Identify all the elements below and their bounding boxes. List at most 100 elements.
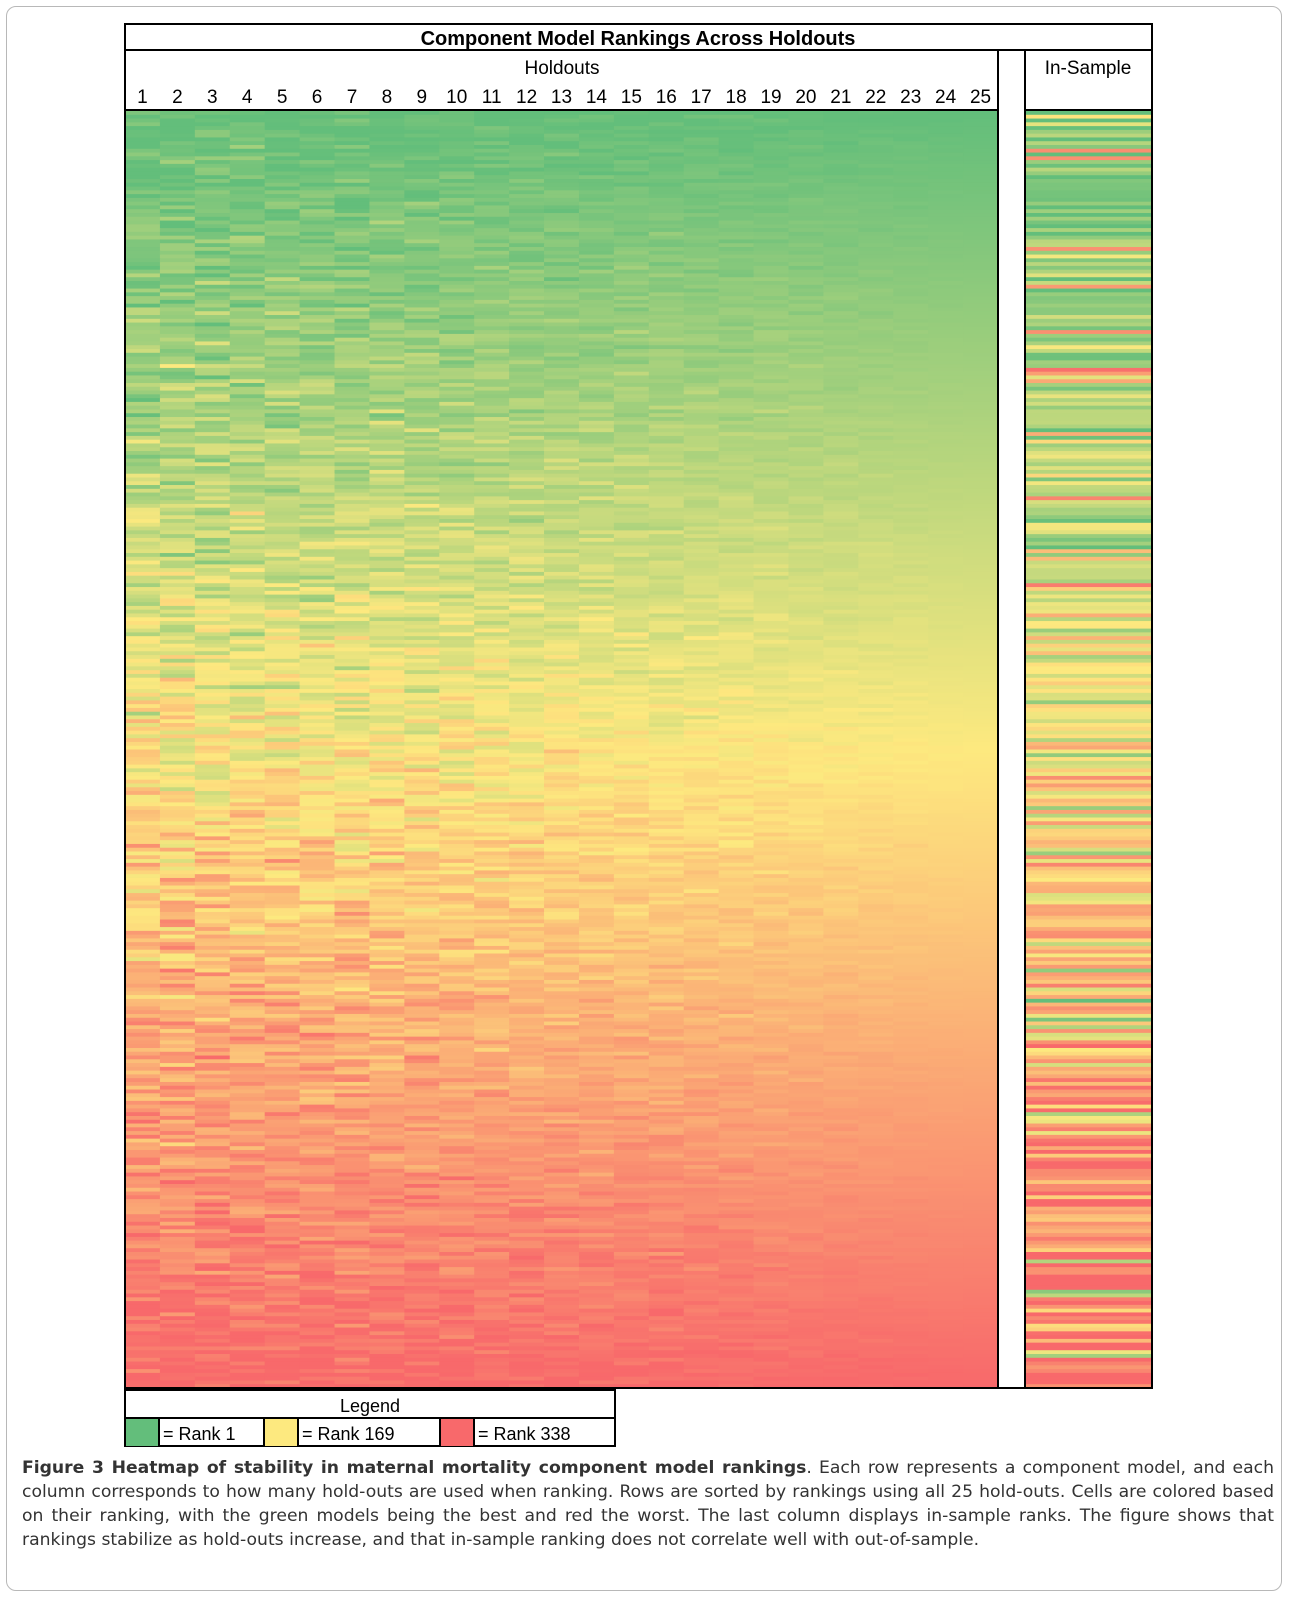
heatmap-cell <box>963 424 999 429</box>
heatmap-cell <box>858 398 894 403</box>
heatmap-cell <box>648 598 685 603</box>
heatmap-cell <box>229 409 266 414</box>
heatmap-cell <box>578 689 615 694</box>
heatmap-cell <box>893 821 929 826</box>
heatmap-cell <box>404 281 440 286</box>
heatmap-cell <box>788 262 824 267</box>
heatmap-cell <box>823 205 859 210</box>
heatmap-cell <box>753 318 790 324</box>
heatmap-cell <box>299 424 336 429</box>
heatmap-cell <box>299 723 336 728</box>
heatmap-cell <box>474 760 510 766</box>
heatmap-cell <box>753 111 790 116</box>
heatmap-cell <box>404 556 440 562</box>
heatmap-cell <box>683 209 720 214</box>
heatmap-cell <box>613 420 650 426</box>
heatmap-cell <box>474 802 510 807</box>
heatmap-cell <box>544 318 580 324</box>
heatmap-cell <box>893 779 929 785</box>
heatmap-cell <box>334 764 371 769</box>
heatmap-cell <box>893 435 929 441</box>
heatmap-cell <box>893 356 929 361</box>
heatmap-cell <box>544 503 580 509</box>
heatmap-cell <box>439 828 475 834</box>
heatmap-cell <box>928 553 964 558</box>
heatmap-cell <box>788 639 824 645</box>
heatmap-cell <box>613 673 650 679</box>
heatmap-cell <box>753 481 790 486</box>
heatmap-cell <box>404 734 440 739</box>
heatmap-cell <box>509 190 545 195</box>
heatmap-cell <box>439 330 475 335</box>
heatmap-cell <box>858 847 894 853</box>
heatmap-cell <box>753 341 790 346</box>
heatmap-cell <box>264 605 301 611</box>
heatmap-cell <box>858 590 894 596</box>
heatmap-cell <box>474 485 510 490</box>
heatmap-cell <box>823 515 859 520</box>
heatmap-cell <box>544 485 580 490</box>
heatmap-cell <box>474 349 510 354</box>
heatmap-cell <box>893 734 929 739</box>
heatmap-cell <box>963 209 999 214</box>
heatmap-cell <box>753 503 790 509</box>
heatmap-cell <box>928 345 964 350</box>
heatmap-cell <box>753 367 790 373</box>
heatmap-cell <box>753 337 790 343</box>
heatmap-cell <box>788 311 824 316</box>
heatmap-cell <box>229 700 266 705</box>
heatmap-cell <box>439 847 475 853</box>
heatmap-cell <box>439 228 475 233</box>
heatmap-cell <box>788 579 824 584</box>
heatmap-cell <box>229 511 266 516</box>
heatmap-cell <box>229 809 266 815</box>
heatmap-cell <box>613 651 650 656</box>
heatmap-cell <box>648 715 685 720</box>
heatmap-cell <box>334 424 371 429</box>
heatmap-cell <box>928 806 964 811</box>
heatmap-cell <box>578 757 615 762</box>
heatmap-cell <box>509 492 545 497</box>
heatmap-cell <box>613 160 650 165</box>
heatmap-cell <box>683 330 720 335</box>
heatmap-cell <box>509 462 545 467</box>
heatmap-cell <box>858 613 894 618</box>
heatmap-cell <box>474 666 510 671</box>
heatmap-cell <box>578 840 615 845</box>
heatmap-cell <box>299 825 336 830</box>
heatmap-cell <box>613 409 650 414</box>
heatmap-cell <box>159 326 196 331</box>
heatmap-cell <box>858 503 894 509</box>
heatmap-cell <box>159 288 196 293</box>
heatmap-cell <box>788 137 824 142</box>
heatmap-cell <box>718 337 755 343</box>
heatmap-cell <box>683 602 720 607</box>
heatmap-cell <box>718 768 755 773</box>
heatmap-cell <box>404 247 440 252</box>
heatmap-cell <box>194 182 231 188</box>
heatmap-cell <box>439 356 475 361</box>
heatmap-cell <box>439 515 475 520</box>
heatmap-cell <box>264 458 301 463</box>
heatmap-cell <box>893 299 929 305</box>
heatmap-cell <box>613 772 650 777</box>
heatmap-cell <box>369 787 405 792</box>
heatmap-cell <box>683 507 720 513</box>
heatmap-cell <box>299 783 336 788</box>
heatmap-cell <box>683 496 720 501</box>
heatmap-cell <box>963 262 999 267</box>
heatmap-cell <box>683 364 720 369</box>
heatmap-cell <box>544 828 580 834</box>
heatmap-cell <box>788 828 824 834</box>
heatmap-cell <box>264 598 301 603</box>
heatmap-cell <box>439 571 475 577</box>
heatmap-cell <box>334 469 371 475</box>
heatmap-cell <box>439 794 475 800</box>
heatmap-cell <box>648 466 685 471</box>
heatmap-cell <box>963 647 999 652</box>
heatmap-cell <box>718 760 755 766</box>
heatmap-cell <box>404 836 440 841</box>
heatmap-cell <box>299 741 336 747</box>
heatmap-cell <box>369 171 405 176</box>
heatmap-cell <box>229 488 266 494</box>
